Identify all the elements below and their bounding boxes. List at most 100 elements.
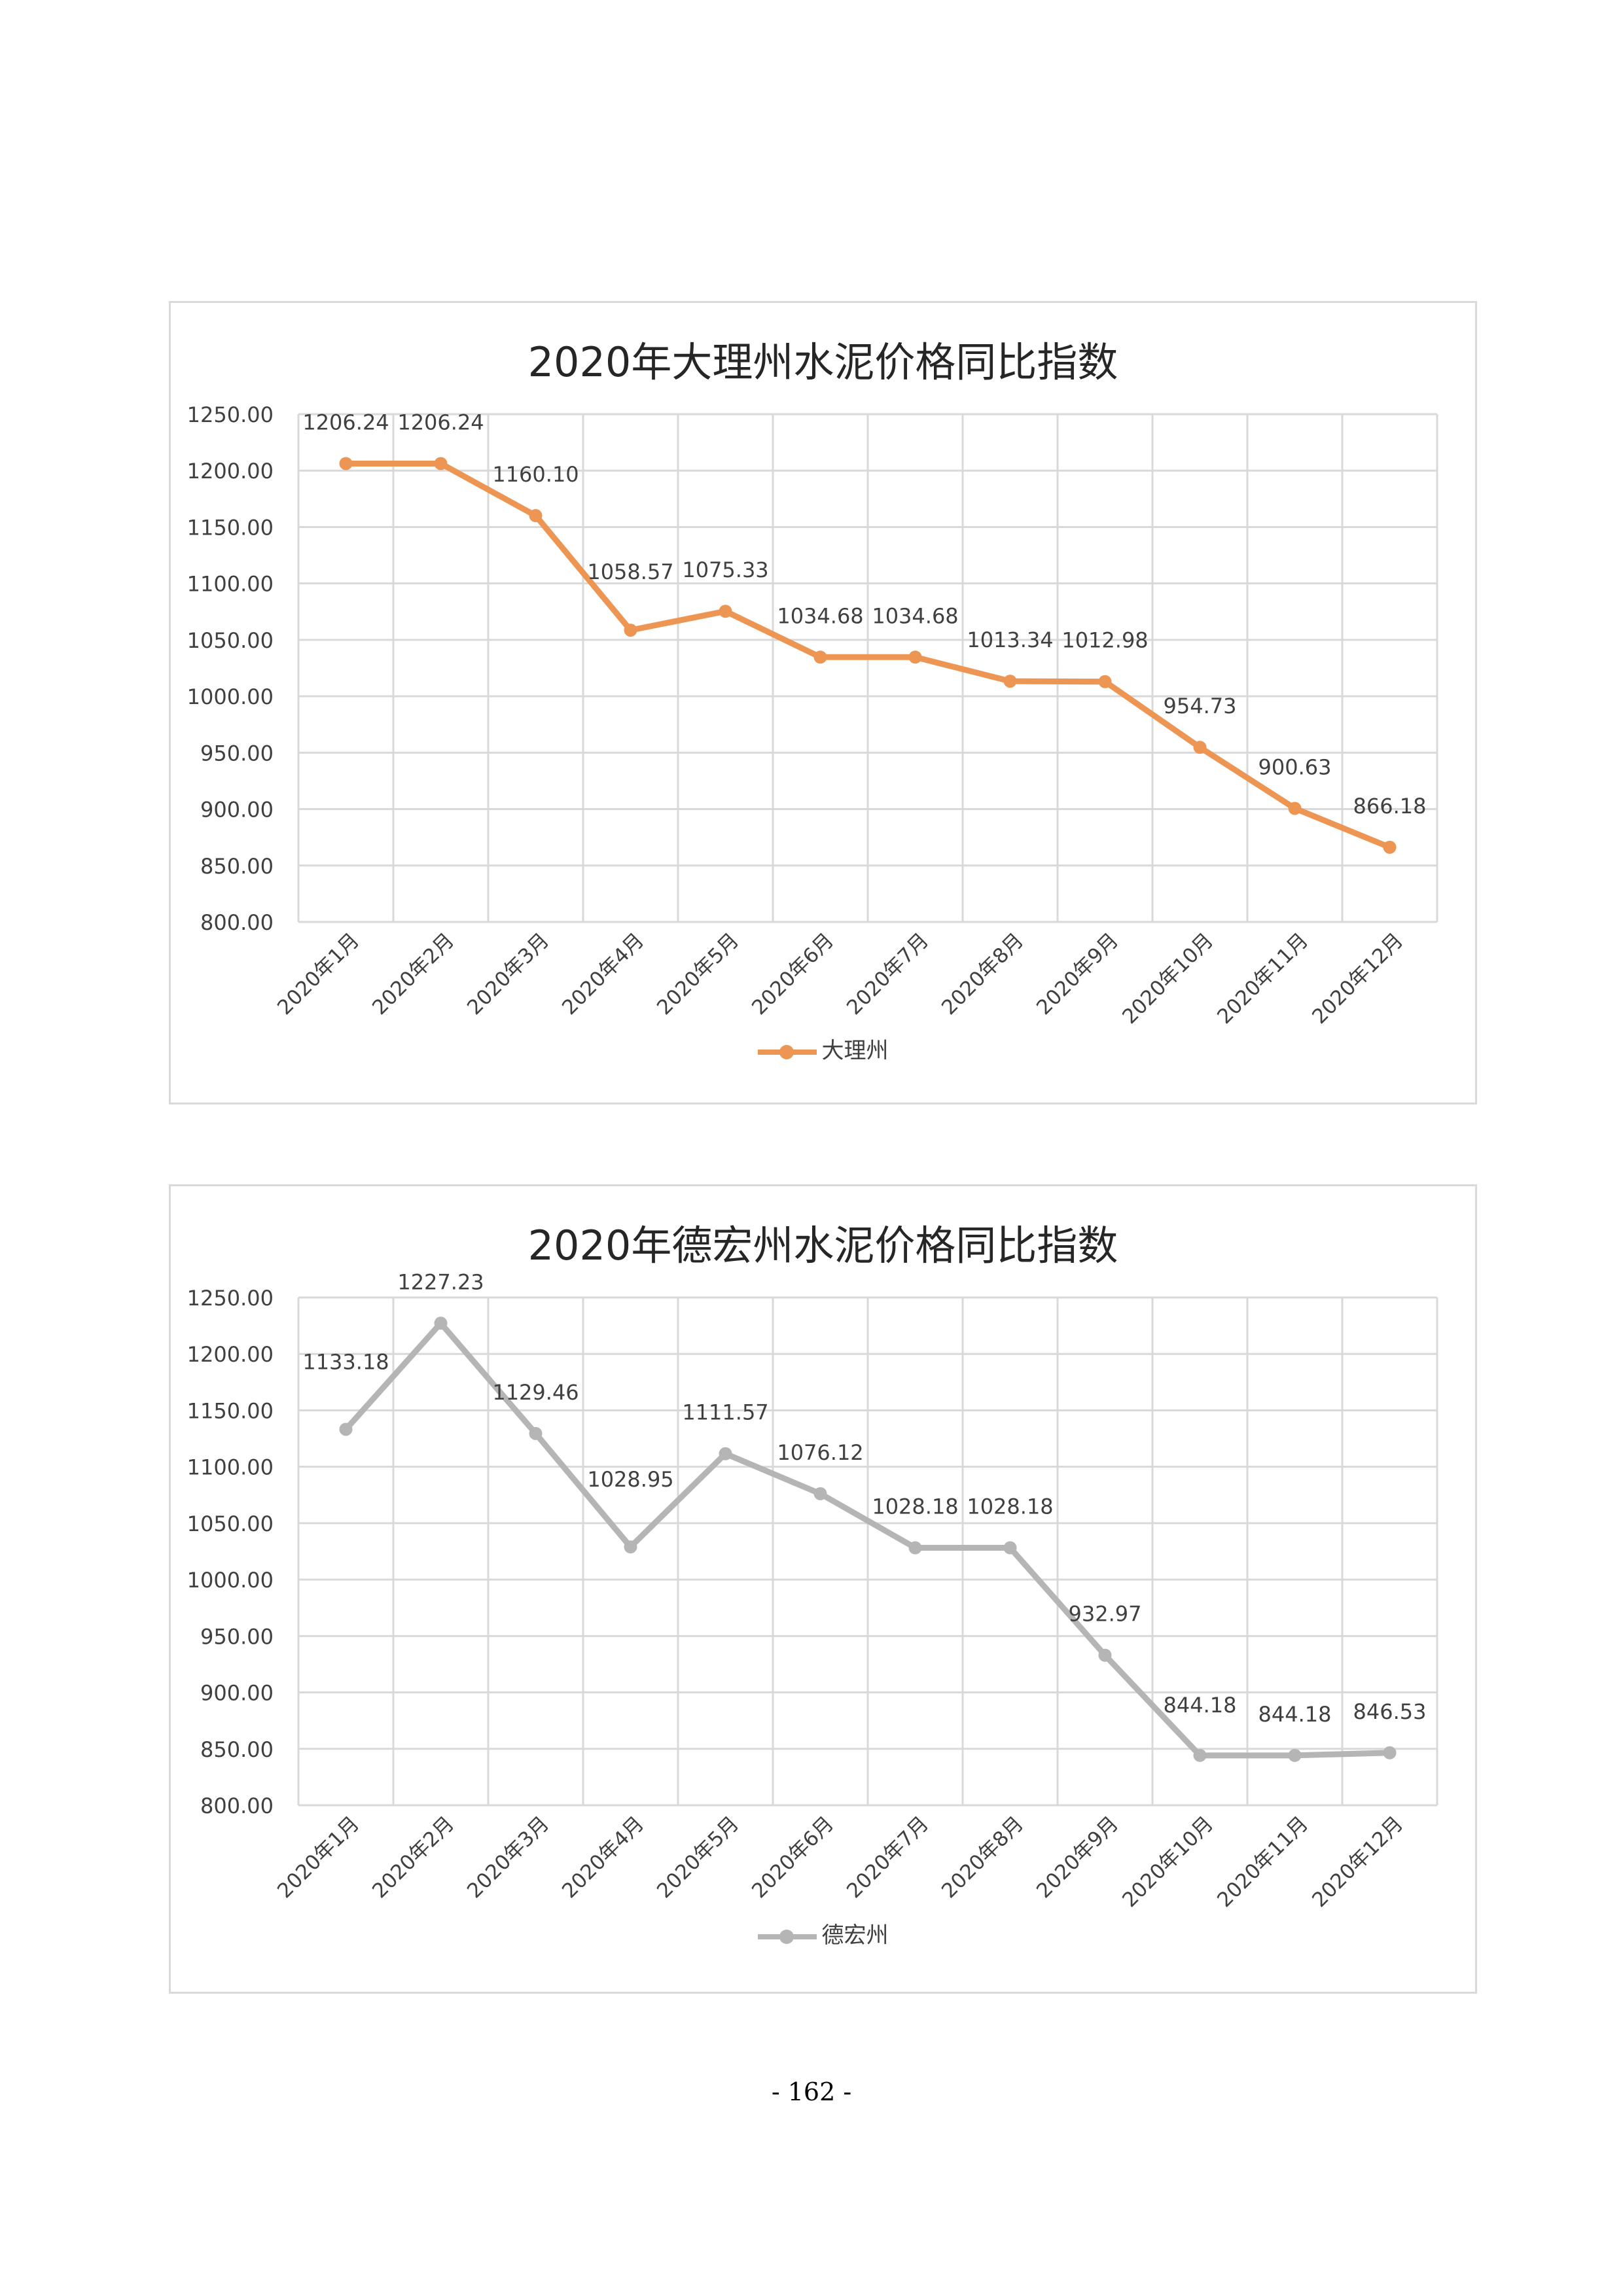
data-label: 1034.68 bbox=[872, 603, 958, 628]
x-tick-label: 2020年5月 bbox=[652, 928, 743, 1019]
chart-title: 2020年大理州水泥价格同比指数 bbox=[527, 338, 1118, 386]
data-point bbox=[908, 1541, 922, 1555]
x-tick-label: 2020年2月 bbox=[368, 1812, 459, 1903]
y-tick-label: 800.00 bbox=[200, 1793, 274, 1818]
y-tick-label: 800.00 bbox=[200, 910, 274, 935]
x-tick-label: 2020年8月 bbox=[937, 928, 1028, 1019]
data-label: 1227.23 bbox=[397, 1269, 484, 1294]
chart-legend: 大理州 bbox=[171, 1033, 1475, 1065]
x-tick-label: 2020年7月 bbox=[842, 1812, 933, 1903]
data-label: 954.73 bbox=[1164, 694, 1237, 718]
y-tick-label: 1250.00 bbox=[187, 1286, 274, 1311]
y-tick-label: 1000.00 bbox=[187, 1568, 274, 1593]
chart-dehong: 2020年德宏州水泥价格同比指数 800.00 850.00 900.00 950.0… bbox=[169, 1184, 1477, 1994]
x-tick-label: 2020年3月 bbox=[463, 1812, 554, 1903]
x-tick-label: 2020年12月 bbox=[1308, 1812, 1408, 1912]
data-point bbox=[339, 457, 353, 470]
data-label: 866.18 bbox=[1353, 794, 1427, 819]
data-point bbox=[624, 1540, 637, 1554]
data-point bbox=[434, 1316, 448, 1330]
data-label: 1028.18 bbox=[967, 1494, 1053, 1519]
data-label: 900.63 bbox=[1258, 754, 1332, 779]
legend-label: 德宏州 bbox=[821, 1922, 889, 1949]
data-label: 1013.34 bbox=[967, 627, 1053, 652]
x-tick-label: 2020年11月 bbox=[1213, 928, 1313, 1029]
chart-plot-area: 800.00 850.00 900.00 950.00 1000.00 1050.00 11… bbox=[187, 1269, 1438, 1912]
x-tick-label: 2020年5月 bbox=[652, 1812, 743, 1903]
data-label: 1028.95 bbox=[587, 1467, 673, 1492]
x-tick-label: 2020年12月 bbox=[1308, 928, 1408, 1029]
data-label: 1028.18 bbox=[872, 1494, 958, 1519]
data-label: 1206.24 bbox=[302, 410, 389, 434]
series-line bbox=[343, 460, 1393, 851]
page-number: - 162 - bbox=[771, 2077, 852, 2106]
data-point bbox=[529, 1426, 543, 1440]
x-tick-label: 2020年3月 bbox=[463, 928, 554, 1019]
x-tick-label: 2020年8月 bbox=[937, 1812, 1028, 1903]
gridlines bbox=[297, 1296, 1438, 1807]
data-label: 1160.10 bbox=[492, 462, 579, 487]
data-label: 932.97 bbox=[1069, 1602, 1142, 1627]
y-tick-label: 1200.00 bbox=[187, 1342, 274, 1367]
data-label: 1129.46 bbox=[492, 1380, 579, 1405]
x-tick-label: 2020年7月 bbox=[842, 928, 933, 1019]
x-tick-label: 2020年4月 bbox=[558, 928, 649, 1019]
data-point bbox=[1098, 675, 1112, 688]
data-point bbox=[1288, 1748, 1302, 1762]
data-label: 1058.57 bbox=[587, 559, 673, 584]
data-point bbox=[1288, 802, 1302, 815]
chart-dali: 2020年大理州水泥价格同比指数 800.00 850.00 900.00 950.0… bbox=[169, 301, 1477, 1104]
data-point bbox=[908, 650, 922, 664]
x-tick-label: 2020年10月 bbox=[1118, 1812, 1218, 1912]
data-point bbox=[1193, 1748, 1207, 1762]
x-tick-label: 2020年10月 bbox=[1118, 928, 1218, 1029]
x-tick-label: 2020年2月 bbox=[368, 928, 459, 1019]
y-tick-label: 1150.00 bbox=[187, 515, 274, 540]
series-line bbox=[343, 1320, 1393, 1759]
data-point bbox=[1098, 1648, 1112, 1662]
y-tick-label: 900.00 bbox=[200, 1681, 274, 1706]
x-tick-label: 2020年6月 bbox=[747, 1812, 838, 1903]
data-label: 1034.68 bbox=[777, 603, 863, 628]
x-tick-label: 2020年1月 bbox=[273, 1812, 364, 1903]
y-tick-label: 1050.00 bbox=[187, 1511, 274, 1536]
y-tick-label: 1250.00 bbox=[187, 402, 274, 427]
data-point bbox=[1383, 1746, 1397, 1759]
data-point bbox=[1003, 1541, 1017, 1555]
legend-line-marker-icon bbox=[757, 1929, 817, 1944]
data-point bbox=[813, 1487, 827, 1500]
x-tick-label: 2020年6月 bbox=[747, 928, 838, 1019]
y-tick-label: 1100.00 bbox=[187, 572, 274, 597]
data-point bbox=[719, 1447, 732, 1460]
legend-line-marker-icon bbox=[757, 1044, 817, 1059]
data-label: 1111.57 bbox=[682, 1400, 768, 1425]
data-label: 844.18 bbox=[1258, 1702, 1332, 1727]
y-tick-label: 1000.00 bbox=[187, 684, 274, 709]
y-tick-label: 950.00 bbox=[200, 741, 274, 766]
data-label: 1012.98 bbox=[1061, 628, 1148, 653]
x-tick-label: 2020年1月 bbox=[273, 928, 364, 1019]
y-tick-label: 850.00 bbox=[200, 854, 274, 879]
data-label: 1133.18 bbox=[302, 1349, 389, 1374]
data-point bbox=[434, 457, 448, 470]
y-tick-label: 1100.00 bbox=[187, 1455, 274, 1480]
data-point bbox=[624, 624, 637, 637]
legend-label: 大理州 bbox=[821, 1038, 889, 1064]
data-label: 844.18 bbox=[1164, 1693, 1237, 1718]
y-tick-label: 1150.00 bbox=[187, 1398, 274, 1423]
chart-plot-area: 800.00 850.00 900.00 950.00 1000.00 1050.00 11… bbox=[187, 402, 1438, 1029]
data-label: 1076.12 bbox=[777, 1440, 863, 1465]
y-tick-label: 1200.00 bbox=[187, 459, 274, 484]
y-tick-label: 850.00 bbox=[200, 1737, 274, 1762]
data-point bbox=[1383, 840, 1397, 854]
x-tick-label: 2020年11月 bbox=[1213, 1812, 1313, 1912]
x-tick-label: 2020年4月 bbox=[558, 1812, 649, 1903]
chart-legend: 德宏州 bbox=[171, 1917, 1475, 1949]
data-label: 1206.24 bbox=[397, 410, 484, 434]
data-label: 846.53 bbox=[1353, 1699, 1427, 1724]
data-point bbox=[1193, 741, 1207, 754]
data-point bbox=[813, 650, 827, 664]
data-point bbox=[719, 605, 732, 618]
y-tick-label: 1050.00 bbox=[187, 628, 274, 653]
y-tick-label: 900.00 bbox=[200, 798, 274, 822]
